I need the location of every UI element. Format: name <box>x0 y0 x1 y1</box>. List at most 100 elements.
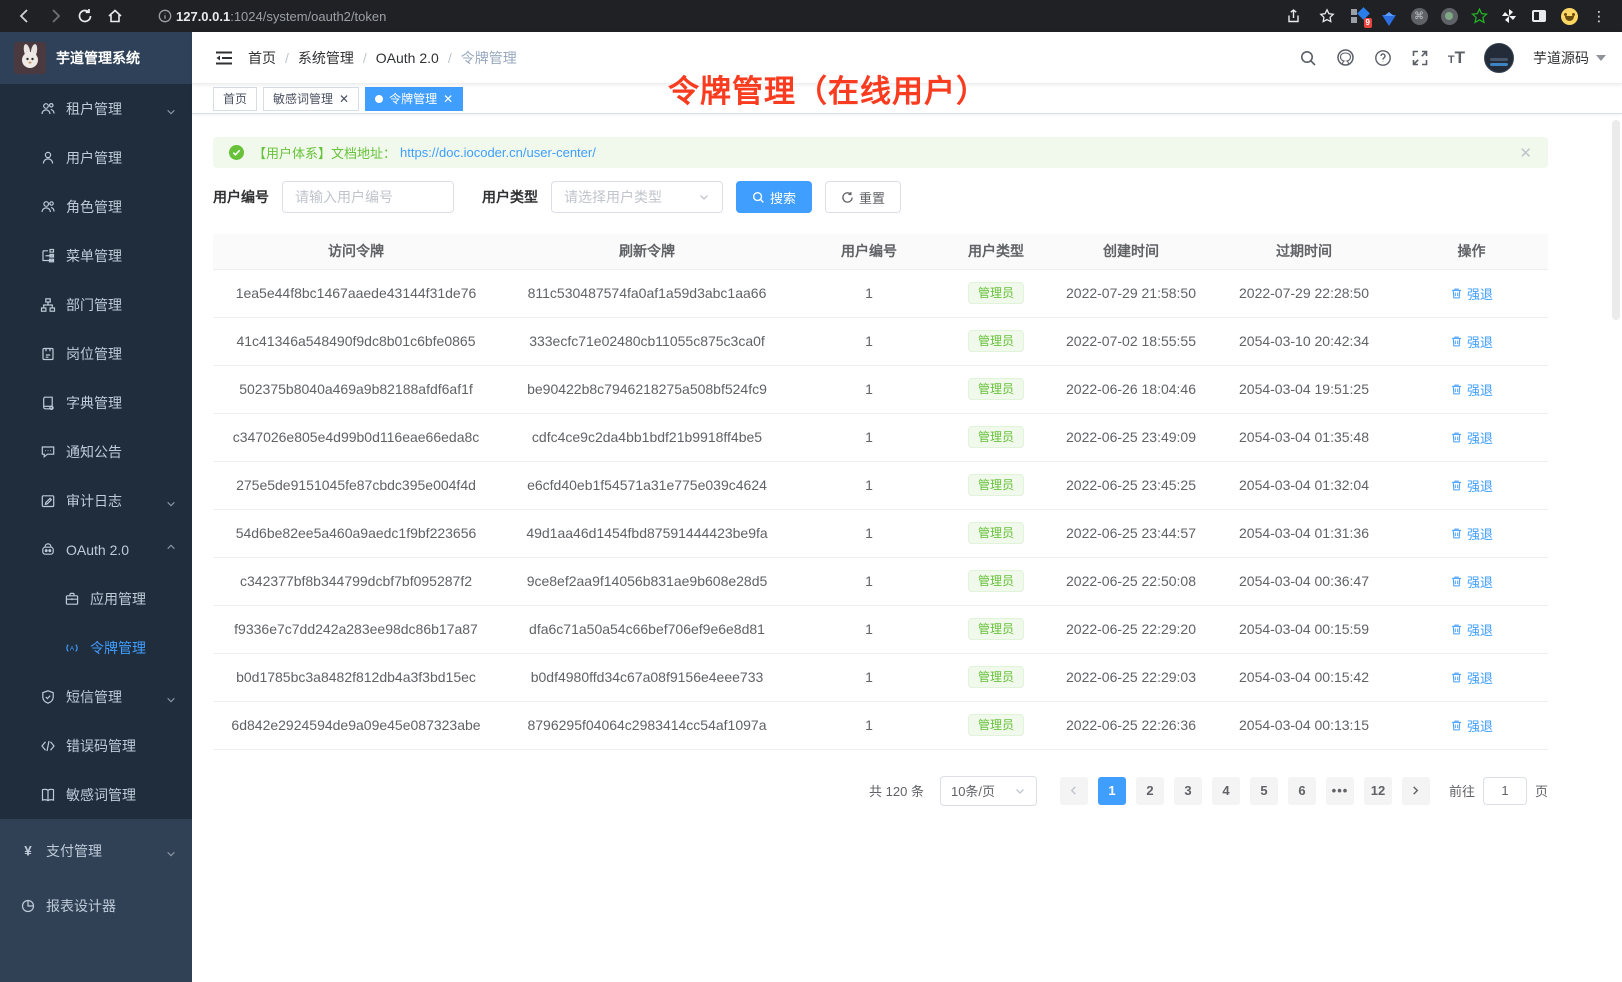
profile-avatar-icon[interactable] <box>1556 3 1582 29</box>
access-token-cell: 54d6be82ee5a460a9aedc1f9bf223656 <box>213 509 499 558</box>
sidebar-item-14[interactable]: 敏感词管理 <box>0 770 192 819</box>
search-button[interactable]: 搜索 <box>736 181 813 213</box>
sidebar-logo-row[interactable]: 芋道管理系统 <box>0 32 192 84</box>
report-icon <box>20 898 36 914</box>
user-avatar[interactable] <box>1484 42 1514 73</box>
expire-time-cell: 2054-03-10 20:42:34 <box>1213 317 1395 366</box>
sidebar-item-3[interactable]: 菜单管理 <box>0 231 192 280</box>
more-pages-button[interactable]: ••• <box>1325 776 1354 805</box>
page-size-select[interactable]: 10条/页 <box>939 775 1037 806</box>
goto-page-input[interactable] <box>1482 776 1527 805</box>
force-logout-button[interactable]: 强退 <box>1450 380 1493 399</box>
page-button-6[interactable]: 6 <box>1287 776 1316 805</box>
sidebar-item-label: 菜单管理 <box>66 247 122 264</box>
bookmark-star-icon[interactable] <box>1312 3 1342 29</box>
page-button-4[interactable]: 4 <box>1211 776 1240 805</box>
force-logout-button[interactable]: 强退 <box>1450 524 1493 543</box>
sidebar-item-1[interactable]: 用户管理 <box>0 133 192 182</box>
user-menu[interactable]: 芋道源码 <box>1533 48 1606 68</box>
browser-home-icon[interactable] <box>100 3 130 29</box>
browser-reload-icon[interactable] <box>70 3 100 29</box>
pinwheel-extension-icon[interactable] <box>1496 3 1522 29</box>
sidebar-item-7[interactable]: 通知公告 <box>0 427 192 476</box>
star-extension-icon[interactable] <box>1466 3 1492 29</box>
search-icon[interactable] <box>1299 49 1317 67</box>
sidebar-item-label: 字典管理 <box>66 394 122 411</box>
sidebar-item-12[interactable]: 短信管理 <box>0 672 192 721</box>
next-page-button[interactable] <box>1401 776 1430 805</box>
user-id-cell: 1 <box>795 701 943 750</box>
tag-close-icon[interactable]: ✕ <box>339 91 350 106</box>
sidebar-item-base-0[interactable]: ¥ 支付管理 <box>0 823 192 878</box>
column-header: 用户类型 <box>943 234 1049 270</box>
url-path: :1024/system/oauth2/token <box>230 8 387 24</box>
extension-badge: 9 <box>1363 18 1372 28</box>
chevron-down-icon <box>1014 785 1026 797</box>
tag-令牌管理[interactable]: 令牌管理 ✕ <box>365 86 464 111</box>
expire-time-cell: 2054-03-04 01:31:36 <box>1213 509 1395 558</box>
force-logout-button[interactable]: 强退 <box>1450 620 1493 639</box>
page-button-12[interactable]: 12 <box>1363 776 1392 805</box>
browser-menu-icon[interactable]: ⋮ <box>1592 7 1606 24</box>
tag-首页[interactable]: 首页 <box>213 86 258 111</box>
sidebar-item-base-1[interactable]: 报表设计器 <box>0 878 192 933</box>
breadcrumb-item[interactable]: 首页 <box>248 49 276 66</box>
trash-icon <box>1450 335 1463 348</box>
roles-icon <box>40 199 56 215</box>
expire-time-cell: 2054-03-04 00:13:15 <box>1213 701 1395 750</box>
trash-icon <box>1450 719 1463 732</box>
prev-page-button[interactable] <box>1059 776 1088 805</box>
sidebar-item-0[interactable]: 租户管理 <box>0 84 192 133</box>
font-size-icon[interactable]: TT <box>1447 47 1465 67</box>
browser-back-icon[interactable] <box>10 3 40 29</box>
force-logout-button[interactable]: 强退 <box>1450 476 1493 495</box>
sidebar-item-9[interactable]: OAuth 2.0 <box>0 525 192 574</box>
user-type-badge: 管理员 <box>967 570 1024 592</box>
breadcrumb-item[interactable]: OAuth 2.0 <box>375 49 439 66</box>
sidebar-fold-icon[interactable] <box>214 48 234 68</box>
doc-link[interactable]: https://doc.iocoder.cn/user-center/ <box>400 145 596 160</box>
force-logout-button[interactable]: 强退 <box>1450 716 1493 735</box>
side-panel-icon[interactable] <box>1526 3 1552 29</box>
help-icon[interactable] <box>1374 49 1392 67</box>
extension-blocks-icon[interactable]: 9 <box>1346 3 1372 29</box>
sidebar-item-5[interactable]: 岗位管理 <box>0 329 192 378</box>
browser-forward-icon[interactable] <box>40 3 70 29</box>
breadcrumb-item[interactable]: 系统管理 <box>297 49 354 66</box>
sidebar-item-8[interactable]: 审计日志 <box>0 476 192 525</box>
page-button-1[interactable]: 1 <box>1097 776 1126 805</box>
breadcrumb-separator: / <box>285 49 289 66</box>
action-cell: 强退 <box>1395 605 1548 654</box>
sidebar-item-label: 通知公告 <box>66 443 122 460</box>
reset-button[interactable]: 重置 <box>825 181 902 213</box>
sidebar-item-11[interactable]: A 令牌管理 <box>0 623 192 672</box>
force-logout-button[interactable]: 强退 <box>1450 668 1493 687</box>
page-button-2[interactable]: 2 <box>1135 776 1164 805</box>
sidebar-item-6[interactable]: 字典管理 <box>0 378 192 427</box>
fullscreen-icon[interactable] <box>1411 49 1429 67</box>
breadcrumb-separator: / <box>362 49 367 66</box>
tag-敏感词管理[interactable]: 敏感词管理 ✕ <box>263 86 360 111</box>
force-logout-button[interactable]: 强退 <box>1450 428 1493 447</box>
page-scrollbar[interactable] <box>1612 116 1620 980</box>
sidebar-item-2[interactable]: 角色管理 <box>0 182 192 231</box>
user-type-select[interactable]: 请选择用户类型 <box>551 181 723 213</box>
share-icon[interactable] <box>1278 3 1308 29</box>
site-info-icon[interactable] <box>154 3 176 29</box>
force-logout-button[interactable]: 强退 <box>1450 284 1493 303</box>
alert-close-icon[interactable]: ✕ <box>1519 144 1532 162</box>
address-bar[interactable]: 127.0.0.1:1024/system/oauth2/token <box>144 3 1264 29</box>
record-extension-icon[interactable] <box>1436 3 1462 29</box>
user-id-input[interactable] <box>282 181 454 213</box>
sidebar-item-10[interactable]: 应用管理 <box>0 574 192 623</box>
sidebar-item-13[interactable]: 错误码管理 <box>0 721 192 770</box>
page-button-5[interactable]: 5 <box>1249 776 1278 805</box>
command-extension-icon[interactable]: ⌘ <box>1406 3 1432 29</box>
sidebar-item-4[interactable]: 部门管理 <box>0 280 192 329</box>
tag-close-icon[interactable]: ✕ <box>443 91 454 106</box>
page-button-3[interactable]: 3 <box>1173 776 1202 805</box>
force-logout-button[interactable]: 强退 <box>1450 332 1493 351</box>
github-icon[interactable] <box>1336 48 1355 67</box>
force-logout-button[interactable]: 强退 <box>1450 572 1493 591</box>
gem-extension-icon[interactable] <box>1376 3 1402 29</box>
